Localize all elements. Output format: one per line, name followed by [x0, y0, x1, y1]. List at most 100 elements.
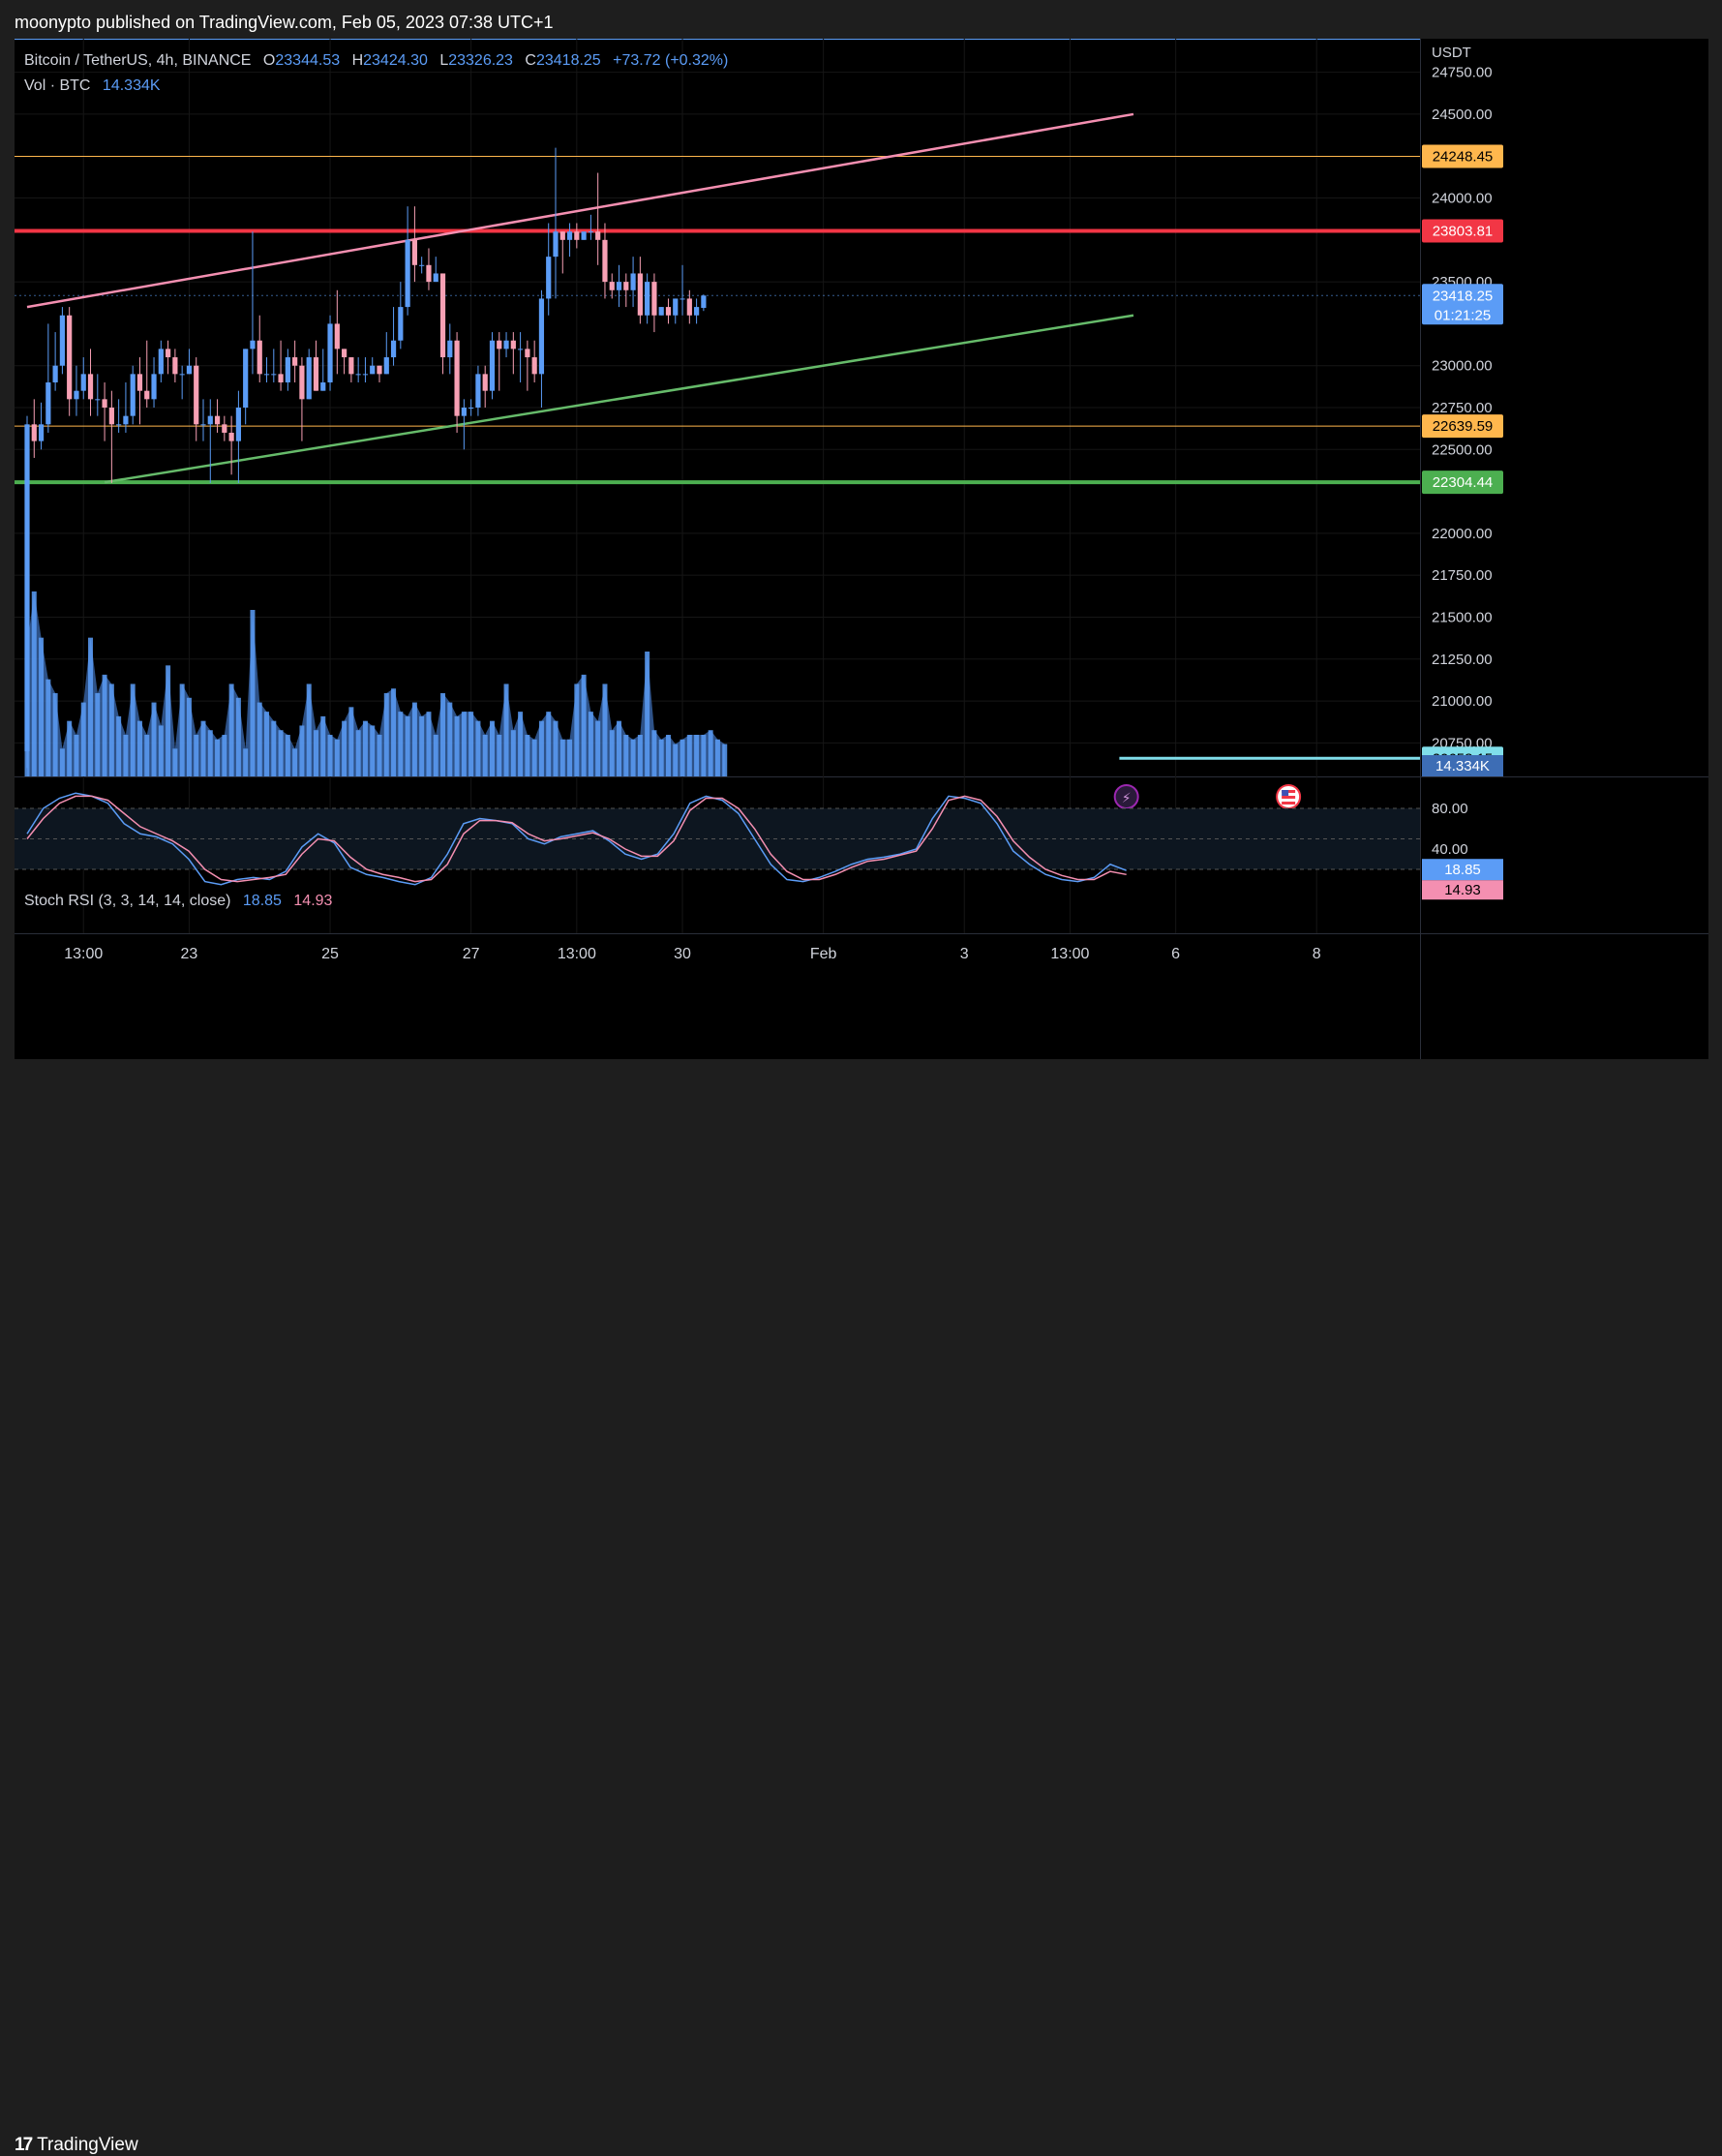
stoch-k-value: 18.85	[242, 893, 282, 909]
plot-background	[15, 39, 1420, 1059]
candle-down	[214, 415, 221, 425]
candle-down	[144, 390, 150, 400]
volume-bar	[285, 735, 290, 776]
high-label: H	[351, 52, 364, 69]
candle-down	[454, 340, 460, 416]
volume-bar	[651, 730, 657, 776]
low-legend: L23326.23	[439, 52, 513, 69]
stoch-tick-label: 40.00	[1432, 841, 1468, 858]
chart-svg[interactable]: ⚡USDT24750.0024500.0024000.0023500.00230…	[15, 39, 1708, 1059]
volume-bar	[179, 683, 185, 776]
volume-bar	[714, 739, 720, 776]
volume-bar	[299, 725, 305, 776]
close-label: C	[525, 52, 536, 69]
time-tick-label: 3	[960, 946, 969, 962]
stoch-k-badge	[1422, 859, 1503, 881]
time-tick-label: 25	[321, 946, 339, 962]
candle-up	[271, 374, 277, 376]
price-badge-support	[1422, 471, 1503, 495]
candle-up	[566, 231, 573, 240]
time-tick-label: 27	[463, 946, 480, 962]
candle-up	[658, 307, 664, 316]
candle-down	[292, 357, 298, 366]
candle-down	[334, 323, 340, 349]
candle-down	[102, 399, 107, 408]
volume-bar	[370, 725, 376, 776]
volume-bar	[391, 688, 397, 776]
candle-up	[370, 365, 376, 375]
candle-up	[263, 374, 270, 376]
candle-down	[299, 365, 305, 400]
price-tick-label: 24500.00	[1432, 106, 1493, 123]
volume-bar	[194, 735, 199, 776]
candle-down	[222, 424, 227, 433]
candle-up	[461, 408, 467, 416]
time-tick-label: 30	[674, 946, 691, 962]
tradingview-logo[interactable]: 17 TradingView	[15, 2135, 138, 2156]
flag-canton	[1282, 790, 1289, 796]
volume-bar	[383, 693, 389, 776]
candle-down	[497, 340, 502, 349]
candle-down	[313, 357, 319, 391]
volume-bar	[320, 715, 326, 776]
volume-bar	[342, 720, 347, 776]
candle-up	[616, 282, 622, 290]
volume-bar	[45, 679, 51, 776]
channel-bottom-line	[104, 314, 1134, 484]
volume-bar	[426, 712, 432, 776]
volume-bar	[440, 693, 446, 776]
candle-down	[439, 273, 446, 358]
candle-up	[503, 340, 509, 349]
price-tick-label: 22750.00	[1432, 400, 1493, 416]
volume-bar	[546, 712, 552, 776]
footer: 17 TradingView	[0, 1059, 1722, 2155]
volume-bar	[123, 735, 129, 776]
candle-down	[482, 374, 488, 391]
candle-down	[87, 374, 94, 400]
candle-down	[166, 349, 171, 358]
channel-top-line	[26, 112, 1134, 309]
candle-up	[390, 340, 397, 358]
stoch-legend: Stoch RSI (3, 3, 14, 14, close) 18.85 14…	[24, 893, 340, 910]
chart-area[interactable]: ⚡ USDT 24750.00 24500.00 24000.00 23500.00 230…	[15, 39, 1708, 1059]
candle-up	[447, 340, 453, 358]
price-tick-label: 24000.00	[1432, 191, 1493, 207]
candle-up	[179, 374, 185, 376]
volume-legend: Vol · BTC 14.334K	[24, 77, 168, 95]
candle-down	[377, 365, 382, 375]
stoch-d-line	[26, 795, 1127, 883]
volume-bar	[405, 715, 410, 776]
volume-bar	[574, 683, 580, 776]
candle-down	[623, 282, 629, 290]
candle-up	[362, 374, 369, 376]
volume-value: 14.334K	[102, 77, 161, 94]
open-label: O	[262, 52, 276, 69]
candle-up	[405, 239, 410, 308]
volume-bar	[680, 739, 685, 776]
time-tick-label: 23	[181, 946, 198, 962]
stoch-label: Stoch RSI (3, 3, 14, 14, close)	[24, 893, 231, 909]
candle-down	[686, 298, 692, 316]
price-badge-level	[1422, 144, 1503, 168]
high-legend: H23424.30	[352, 52, 428, 69]
volume-bar	[243, 748, 249, 776]
volume-bar	[553, 720, 559, 776]
volume-bar	[694, 735, 700, 776]
low-value: 23326.23	[448, 52, 513, 69]
volume-bar	[95, 693, 101, 776]
high-value: 23424.30	[363, 52, 428, 69]
candle-down	[637, 273, 643, 316]
candle-down	[525, 349, 530, 358]
volume-bar	[461, 712, 467, 776]
price-badge-last	[1422, 284, 1503, 325]
candle-up	[235, 408, 241, 441]
price-axis-separator	[1420, 39, 1421, 1059]
volume-bar	[722, 744, 728, 776]
candle-down	[651, 282, 657, 316]
time-tick-label: 8	[1313, 946, 1321, 962]
candle-down	[510, 340, 516, 349]
candle-down	[609, 282, 615, 290]
candle-up	[243, 349, 249, 408]
volume-bar	[144, 735, 150, 776]
volume-bar	[228, 683, 234, 776]
